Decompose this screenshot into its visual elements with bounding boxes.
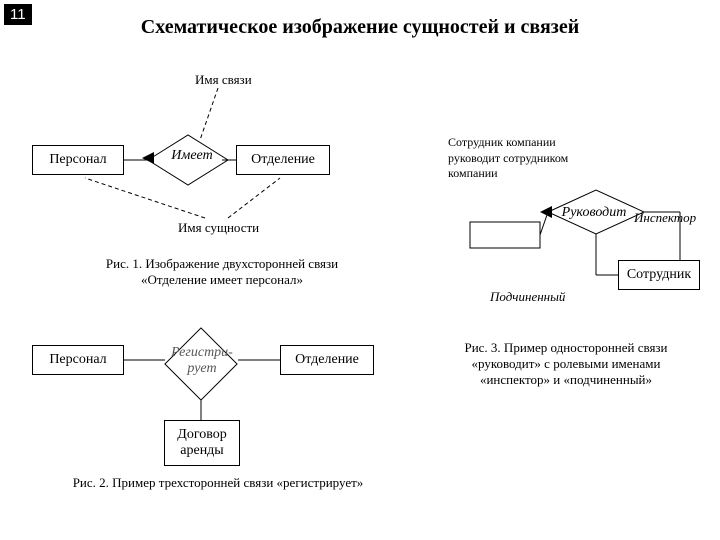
fig2-entity-right: Отделение xyxy=(280,345,374,375)
fig1-entity-right: Отделение xyxy=(236,145,330,175)
fig3-arrow-icon xyxy=(540,206,552,218)
fig3-caption: Рис. 3. Пример односторонней связи «руко… xyxy=(446,340,686,388)
fig2-entity-left: Персонал xyxy=(32,345,124,375)
fig3-rel-label: Руководит xyxy=(554,205,634,221)
fig2-caption: Рис. 2. Пример трехсторонней связи «реги… xyxy=(48,475,388,491)
fig3-role-bottom: Подчиненный xyxy=(490,289,565,305)
page-title: Схематическое изображение сущностей и св… xyxy=(0,16,720,39)
fig3-role-top: Инспектор xyxy=(634,210,696,226)
fig1-arrow-icon xyxy=(142,152,154,164)
label-entity-name: Имя сущности xyxy=(178,220,259,236)
fig2-entity-bottom: Договор аренды xyxy=(164,420,240,466)
fig1-entity-left: Персонал xyxy=(32,145,124,175)
fig3-entity: Сотрудник xyxy=(618,260,700,290)
fig1-rel-label: Имеет xyxy=(162,148,222,164)
label-rel-name: Имя связи xyxy=(195,72,252,88)
fig2-rel-label: Регистри-рует xyxy=(166,345,238,377)
fig3-note: Сотрудник компании руководит сотрудником… xyxy=(448,135,608,182)
fig1-caption: Рис. 1. Изображение двухсторонней связи … xyxy=(77,256,367,288)
